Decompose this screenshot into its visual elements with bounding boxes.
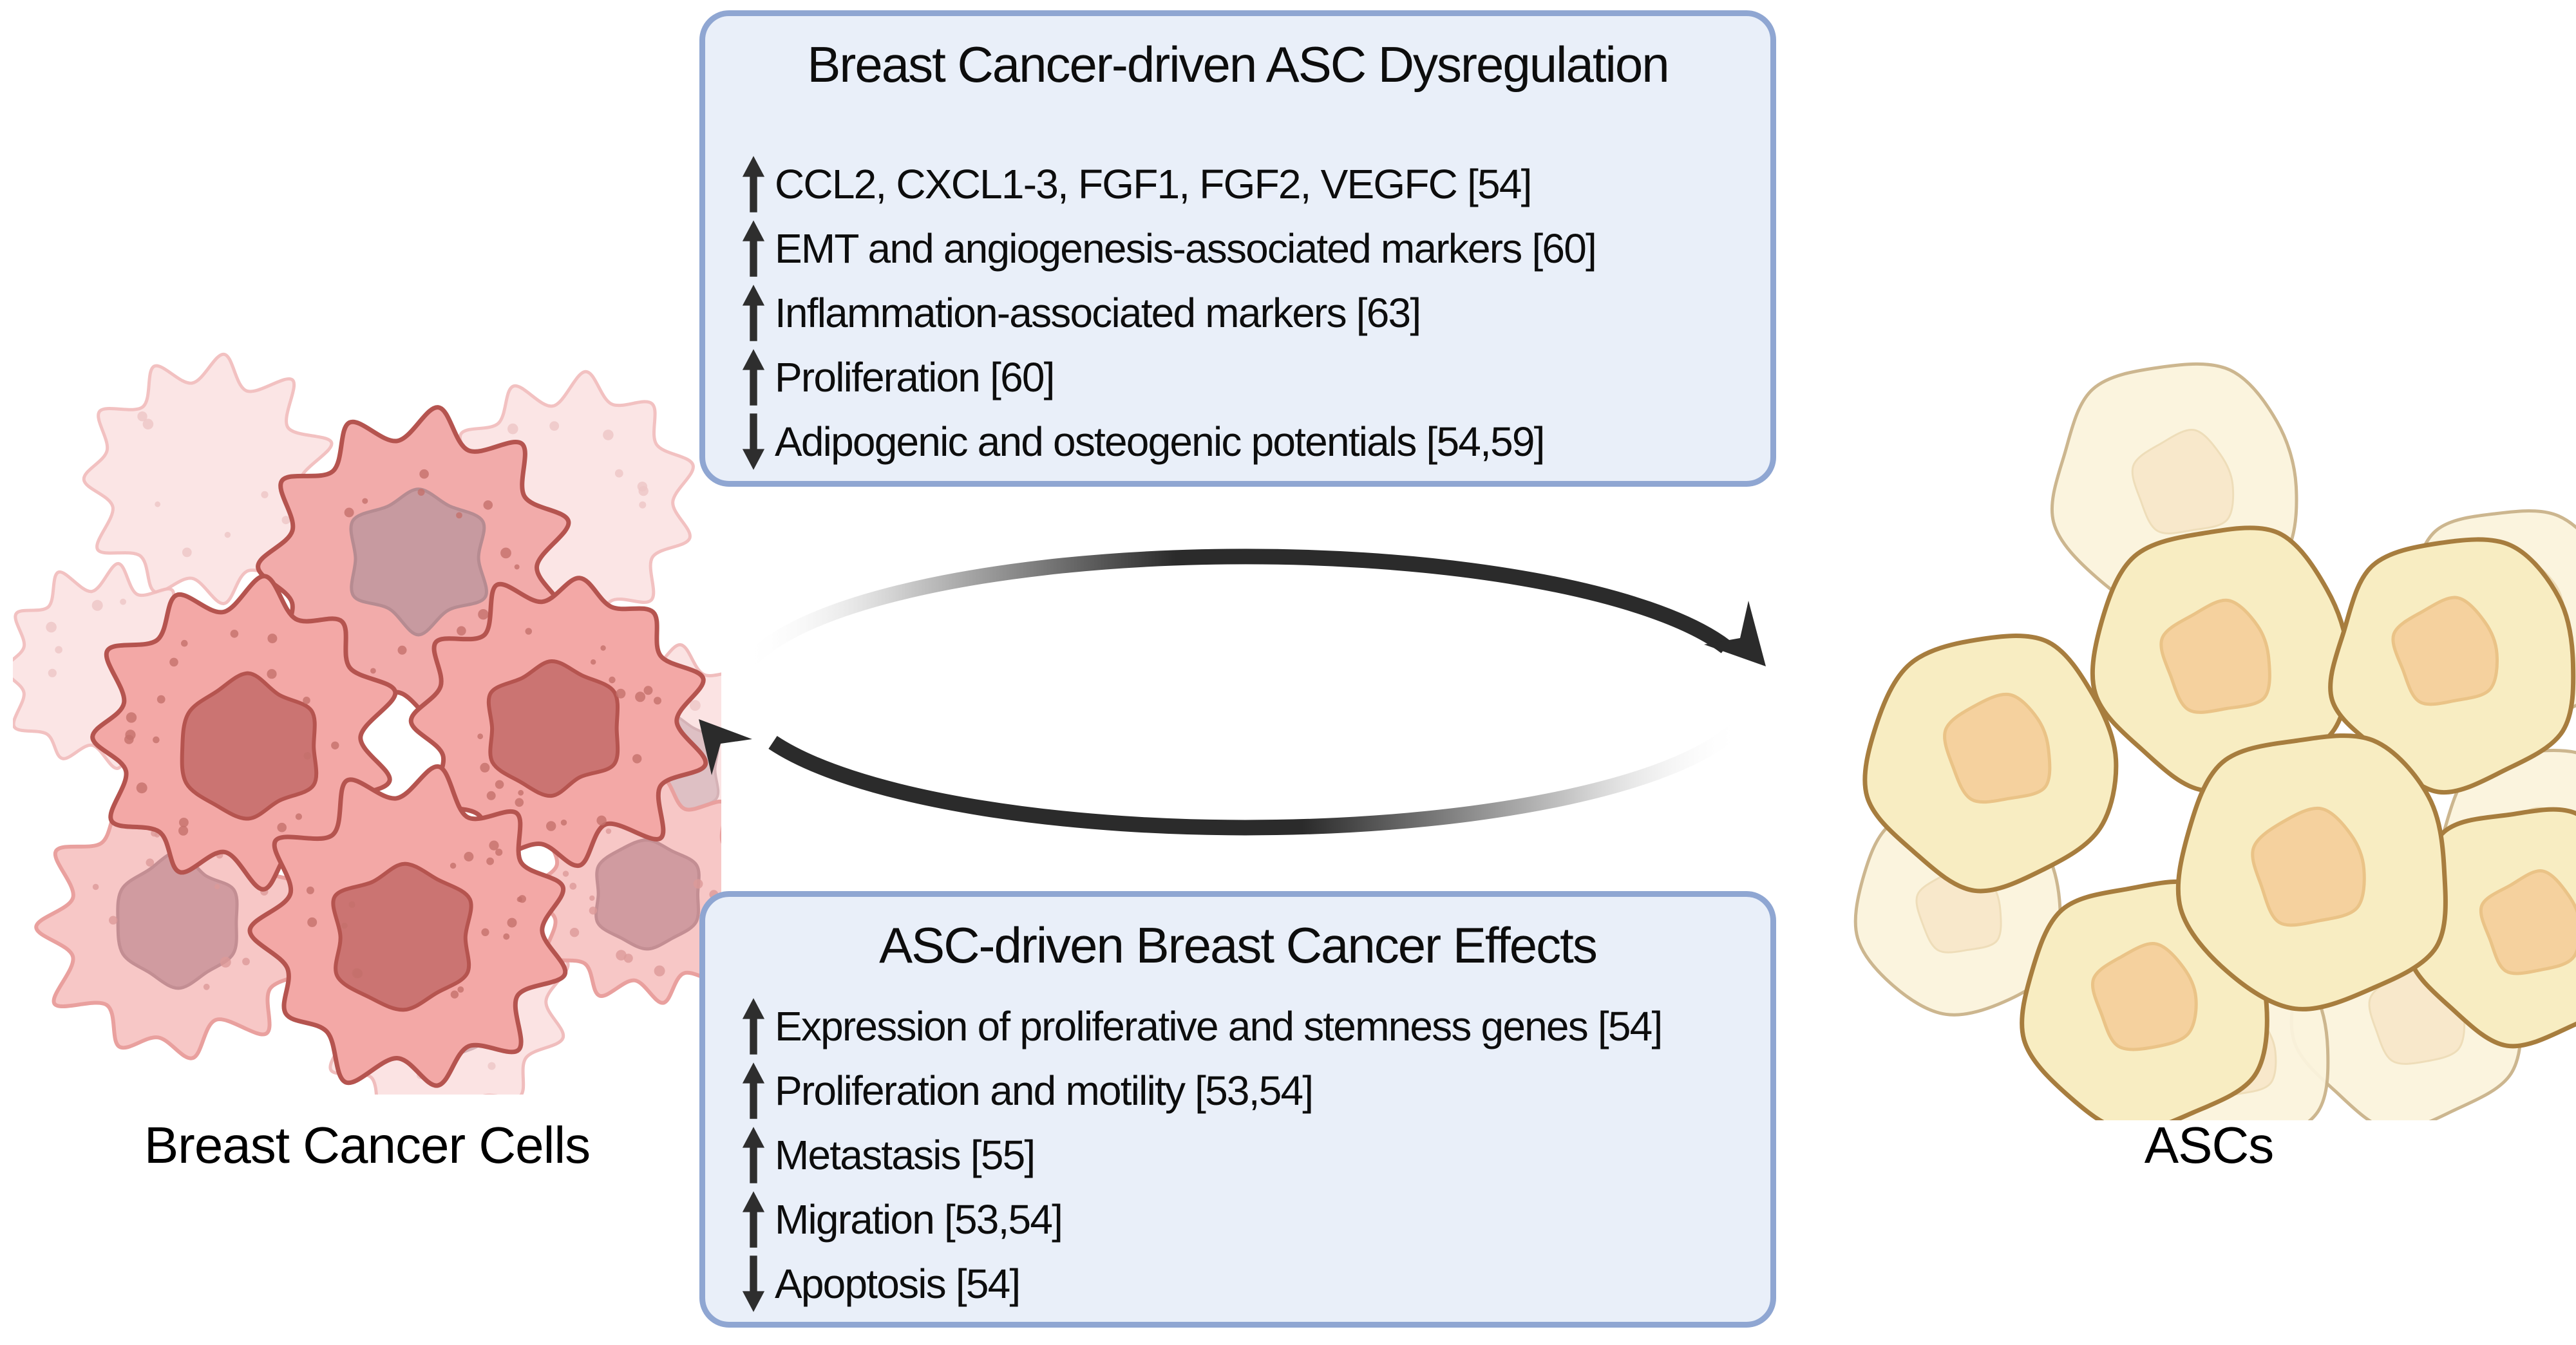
item-text: Proliferation [60] [775,354,1055,401]
effect-item: Metastasis [55] [741,1123,1770,1187]
effect-item: Migration [53,54] [741,1187,1770,1252]
item-text: Apoptosis [54] [775,1261,1021,1308]
effect-item: Proliferation and motility [53,54] [741,1058,1770,1123]
dysregulation-item: Adipogenic and osteogenic potentials [54… [741,409,1770,474]
arrow-to-ascs-head [1704,601,1766,666]
dysregulation-box: Breast Cancer-driven ASC Dysregulation C… [699,10,1776,487]
asc-cells-illustration [1853,362,2576,1120]
cycle-arrows-icon [699,549,1766,836]
up-arrow-icon [742,1191,765,1248]
effects-box: ASC-driven Breast Cancer Effects Express… [699,891,1776,1328]
ascs-label: ASCs [2144,1116,2275,1174]
dysregulation-item: Inflammation-associated markers [63] [741,281,1770,345]
effect-item: Expression of proliferative and stemness… [741,994,1770,1058]
item-text: EMT and angiogenesis-associated markers … [775,225,1597,272]
dysregulation-item: EMT and angiogenesis-associated markers … [741,216,1770,281]
dysregulation-list: CCL2, CXCL1-3, FGF1, FGF2, VEGFC [54] EM… [705,152,1770,474]
up-arrow-icon [742,349,765,406]
arrow-to-cancer-head [699,719,752,775]
up-arrow-icon [742,156,765,213]
up-arrow-icon [742,285,765,342]
item-text: CCL2, CXCL1-3, FGF1, FGF2, VEGFC [54] [775,161,1532,208]
down-arrow-icon [742,413,765,471]
item-text: Proliferation and motility [53,54] [775,1068,1314,1115]
up-arrow-icon [742,1127,765,1184]
item-text: Migration [53,54] [775,1196,1063,1243]
item-text: Adipogenic and osteogenic potentials [54… [775,419,1545,466]
up-arrow-icon [742,220,765,277]
dysregulation-box-title: Breast Cancer-driven ASC Dysregulation [807,36,1669,93]
item-text: Expression of proliferative and stemness… [775,1003,1663,1050]
effects-box-title: ASC-driven Breast Cancer Effects [879,917,1598,973]
arrow-to-ascs-shaft [737,549,1731,674]
effects-list: Expression of proliferative and stemness… [705,994,1770,1316]
breast-cancer-cells-illustration [13,352,721,1095]
up-arrow-icon [742,998,765,1055]
breast-cancer-cells-label: Breast Cancer Cells [144,1116,591,1174]
item-text: Inflammation-associated markers [63] [775,290,1421,337]
up-arrow-icon [742,1062,765,1120]
item-text: Metastasis [55] [775,1132,1036,1179]
dysregulation-item: CCL2, CXCL1-3, FGF1, FGF2, VEGFC [54] [741,152,1770,216]
arrow-to-cancer-shaft [768,721,1743,836]
dysregulation-item: Proliferation [60] [741,345,1770,409]
down-arrow-icon [742,1256,765,1313]
effect-item: Apoptosis [54] [741,1252,1770,1316]
